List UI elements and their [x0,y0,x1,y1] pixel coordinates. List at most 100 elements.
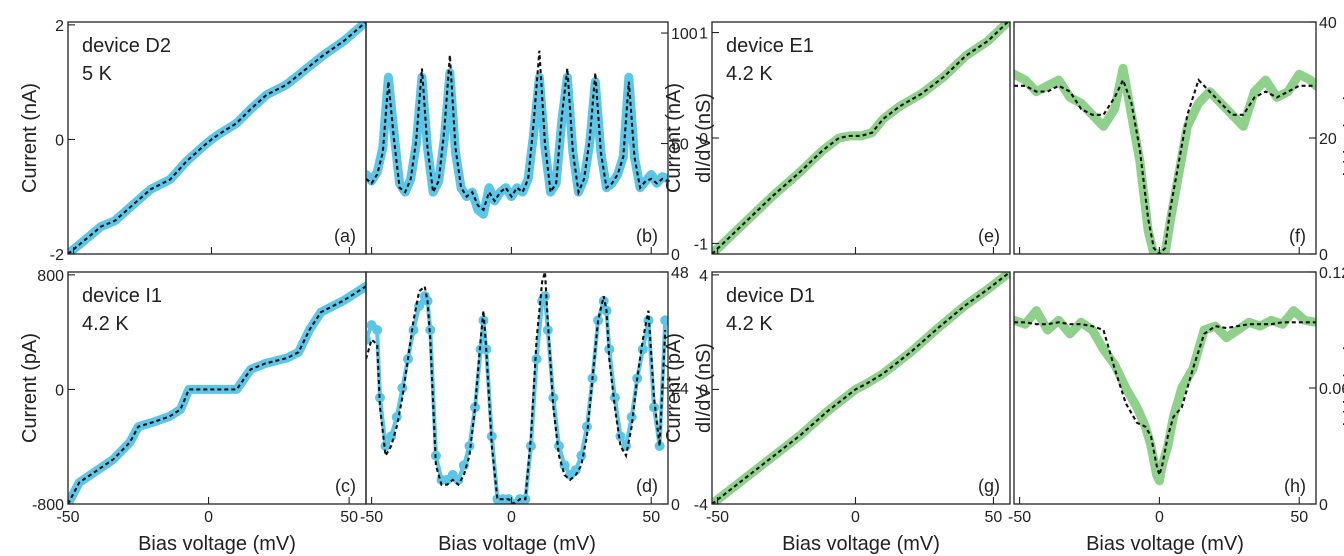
y-tick-label: 24 [671,381,689,398]
plot-area-g [712,272,1010,504]
data-point [649,402,660,413]
x-tick-label: -50 [706,509,729,526]
y-tick-label: -4 [694,497,708,514]
data-point [372,325,383,335]
annotation-text: device D2 [82,35,171,57]
annotation-text: 4.2 K [726,63,773,85]
fit-line-h [1014,321,1316,479]
annotation-text: 4.2 K [82,313,129,335]
data-point [654,441,665,451]
x-tick-label: 50 [985,509,1003,526]
data-point [604,344,615,355]
panel-label-f: (f) [1289,226,1306,246]
plot-area-b [366,50,668,219]
panel-label-g: (g) [978,476,1000,496]
x-tick-label: 50 [642,509,660,526]
data-line-d [366,294,668,504]
y-tick-label: 4 [699,268,708,285]
y-tick-label: 0.06 [1319,381,1344,398]
y-tick-label: 100 [671,26,698,43]
axes-frame-d [365,271,669,505]
panel-g: 4 0 -4-50 0 50 Current (pA) Bias voltage (mV) d… [663,268,1011,555]
panel-f: 40 20 0 dI/dV (nS) (f) [1013,15,1344,264]
data-series-b [366,68,668,219]
plot-area-f [1014,63,1316,254]
data-point [660,315,668,326]
data-point [539,291,550,302]
y-tick-label: 0 [671,247,680,264]
y-tick-label: 40 [1319,15,1337,32]
panel-h: 0.12 0.06 0 -50 0 50 dI/dV (nS) Bias voltage (m… [1008,265,1344,555]
data-point [470,402,481,413]
y-tick-label: 800 [37,268,64,285]
y-tick-label: 0 [1319,497,1328,514]
x-tick-label: -50 [56,509,79,526]
y-tick-label: 20 [1319,131,1337,148]
y-axis-label: Current (pA) [663,333,685,443]
data-point [408,325,419,335]
fit-line-d [366,272,667,504]
data-point [576,450,587,461]
plot-area-d [366,272,668,504]
data-point [553,441,564,451]
y-tick-label: -2 [50,247,64,264]
data-point [609,392,620,403]
y-tick-label: -1 [694,236,708,253]
x-tick-label: -50 [1008,509,1031,526]
y-axis-label: dI/dV (nS) [693,93,715,183]
plot-area-e [712,22,1010,254]
data-point [366,334,371,345]
plot-area-c [68,281,366,504]
y-axis-label: Current (nA) [663,83,685,193]
data-point [626,412,637,422]
panel-label-h: (h) [1284,476,1306,496]
data-point [615,431,626,442]
data-point [531,354,542,364]
plot-area-h [1014,306,1316,486]
axes-frame-f [1013,21,1317,255]
y-tick-label: 0.12 [1319,265,1344,282]
x-tick-label: 0 [204,509,213,526]
annotation-text: 5 K [82,63,113,85]
y-tick-label: 0 [55,132,64,149]
plot-area-a [68,22,366,254]
panel-b: 100 50 0 dI/dV (nS) (b) [365,21,715,264]
x-axis-label: Bias voltage (mV) [782,533,940,555]
data-point [380,441,391,451]
y-axis-label: Current (nA) [19,83,41,193]
y-tick-label: 2 [55,18,64,35]
panel-a: 2 0 -2 Current (nA) device D2 5 K (a) [19,18,367,264]
y-axis-label: dI/dV (nS) [1341,93,1344,183]
data-point [570,465,581,476]
x-axis-label: Bias voltage (mV) [1086,533,1244,555]
data-point [548,392,559,403]
fit-line-a [68,22,366,254]
annotation-text: device E1 [726,35,814,57]
x-axis-label: Bias voltage (mV) [438,533,596,555]
y-axis-label: Current (pA) [19,333,41,443]
panel-e: 1 0 -1 Current (nA) device E1 4.2 K (e) [663,21,1011,255]
panel-label-c: (c) [335,476,356,496]
y-tick-label: 0 [55,382,64,399]
annotation-text: 4.2 K [726,313,773,335]
y-tick-label: 50 [671,137,689,154]
y-tick-label: -800 [32,497,64,514]
y-tick-label: 0 [671,497,680,514]
data-point [486,431,497,442]
data-series-h [1014,306,1316,486]
x-tick-label: 50 [340,509,358,526]
fit-line-g [712,272,1010,504]
panel-c: 800 0 -800-50 0 50 Current (pA) Bias voltage (… [19,268,367,555]
panel-label-b: (b) [636,226,658,246]
axes-frame-g [711,271,1011,505]
data-point [525,441,536,451]
y-tick-label: 0 [1319,247,1328,264]
axes-frame-b [365,21,669,255]
panel-label-a: (a) [334,226,356,246]
y-tick-label: 48 [671,265,689,282]
annotation-text: device D1 [726,285,815,307]
panel-d: 48 24 0 -50 0 50 dI/dV (nS) Bias voltage (mV) (d… [360,265,715,555]
y-axis-label: dI/dV (nS) [1341,343,1344,433]
x-tick-label: 0 [1155,509,1164,526]
data-series-e [712,22,1010,254]
